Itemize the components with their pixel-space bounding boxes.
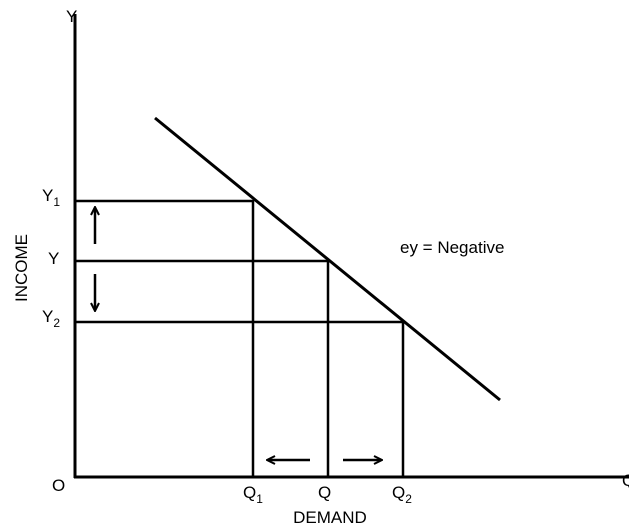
tick-main: Q [392, 483, 405, 502]
annotation: ey = Negative [400, 238, 504, 257]
tick-main: Y [48, 249, 59, 268]
origin: O [52, 476, 65, 495]
tick-sub: 1 [256, 492, 263, 506]
y-axis-label: INCOME [12, 234, 31, 302]
x-tick-label: Q2 [392, 483, 412, 506]
y-tick-label: Y2 [42, 307, 60, 330]
y-tick-label: Y [48, 249, 59, 268]
tick-main: Q [318, 483, 331, 502]
x-tick-label: Q [318, 483, 331, 502]
tick-sub: 2 [405, 492, 412, 506]
tick-sub: 1 [53, 195, 60, 209]
x-axis-end: Q [622, 471, 629, 490]
curve [154, 116, 501, 402]
x-tick-label: Q1 [243, 483, 263, 506]
x-axis-label: DEMAND [293, 508, 367, 527]
tick-main: Y [42, 186, 53, 205]
y-tick-label: Y1 [42, 186, 60, 209]
tick-sub: 2 [53, 316, 60, 330]
tick-main: Q [243, 483, 256, 502]
y-axis-end: Y [66, 7, 77, 26]
tick-main: Y [42, 307, 53, 326]
